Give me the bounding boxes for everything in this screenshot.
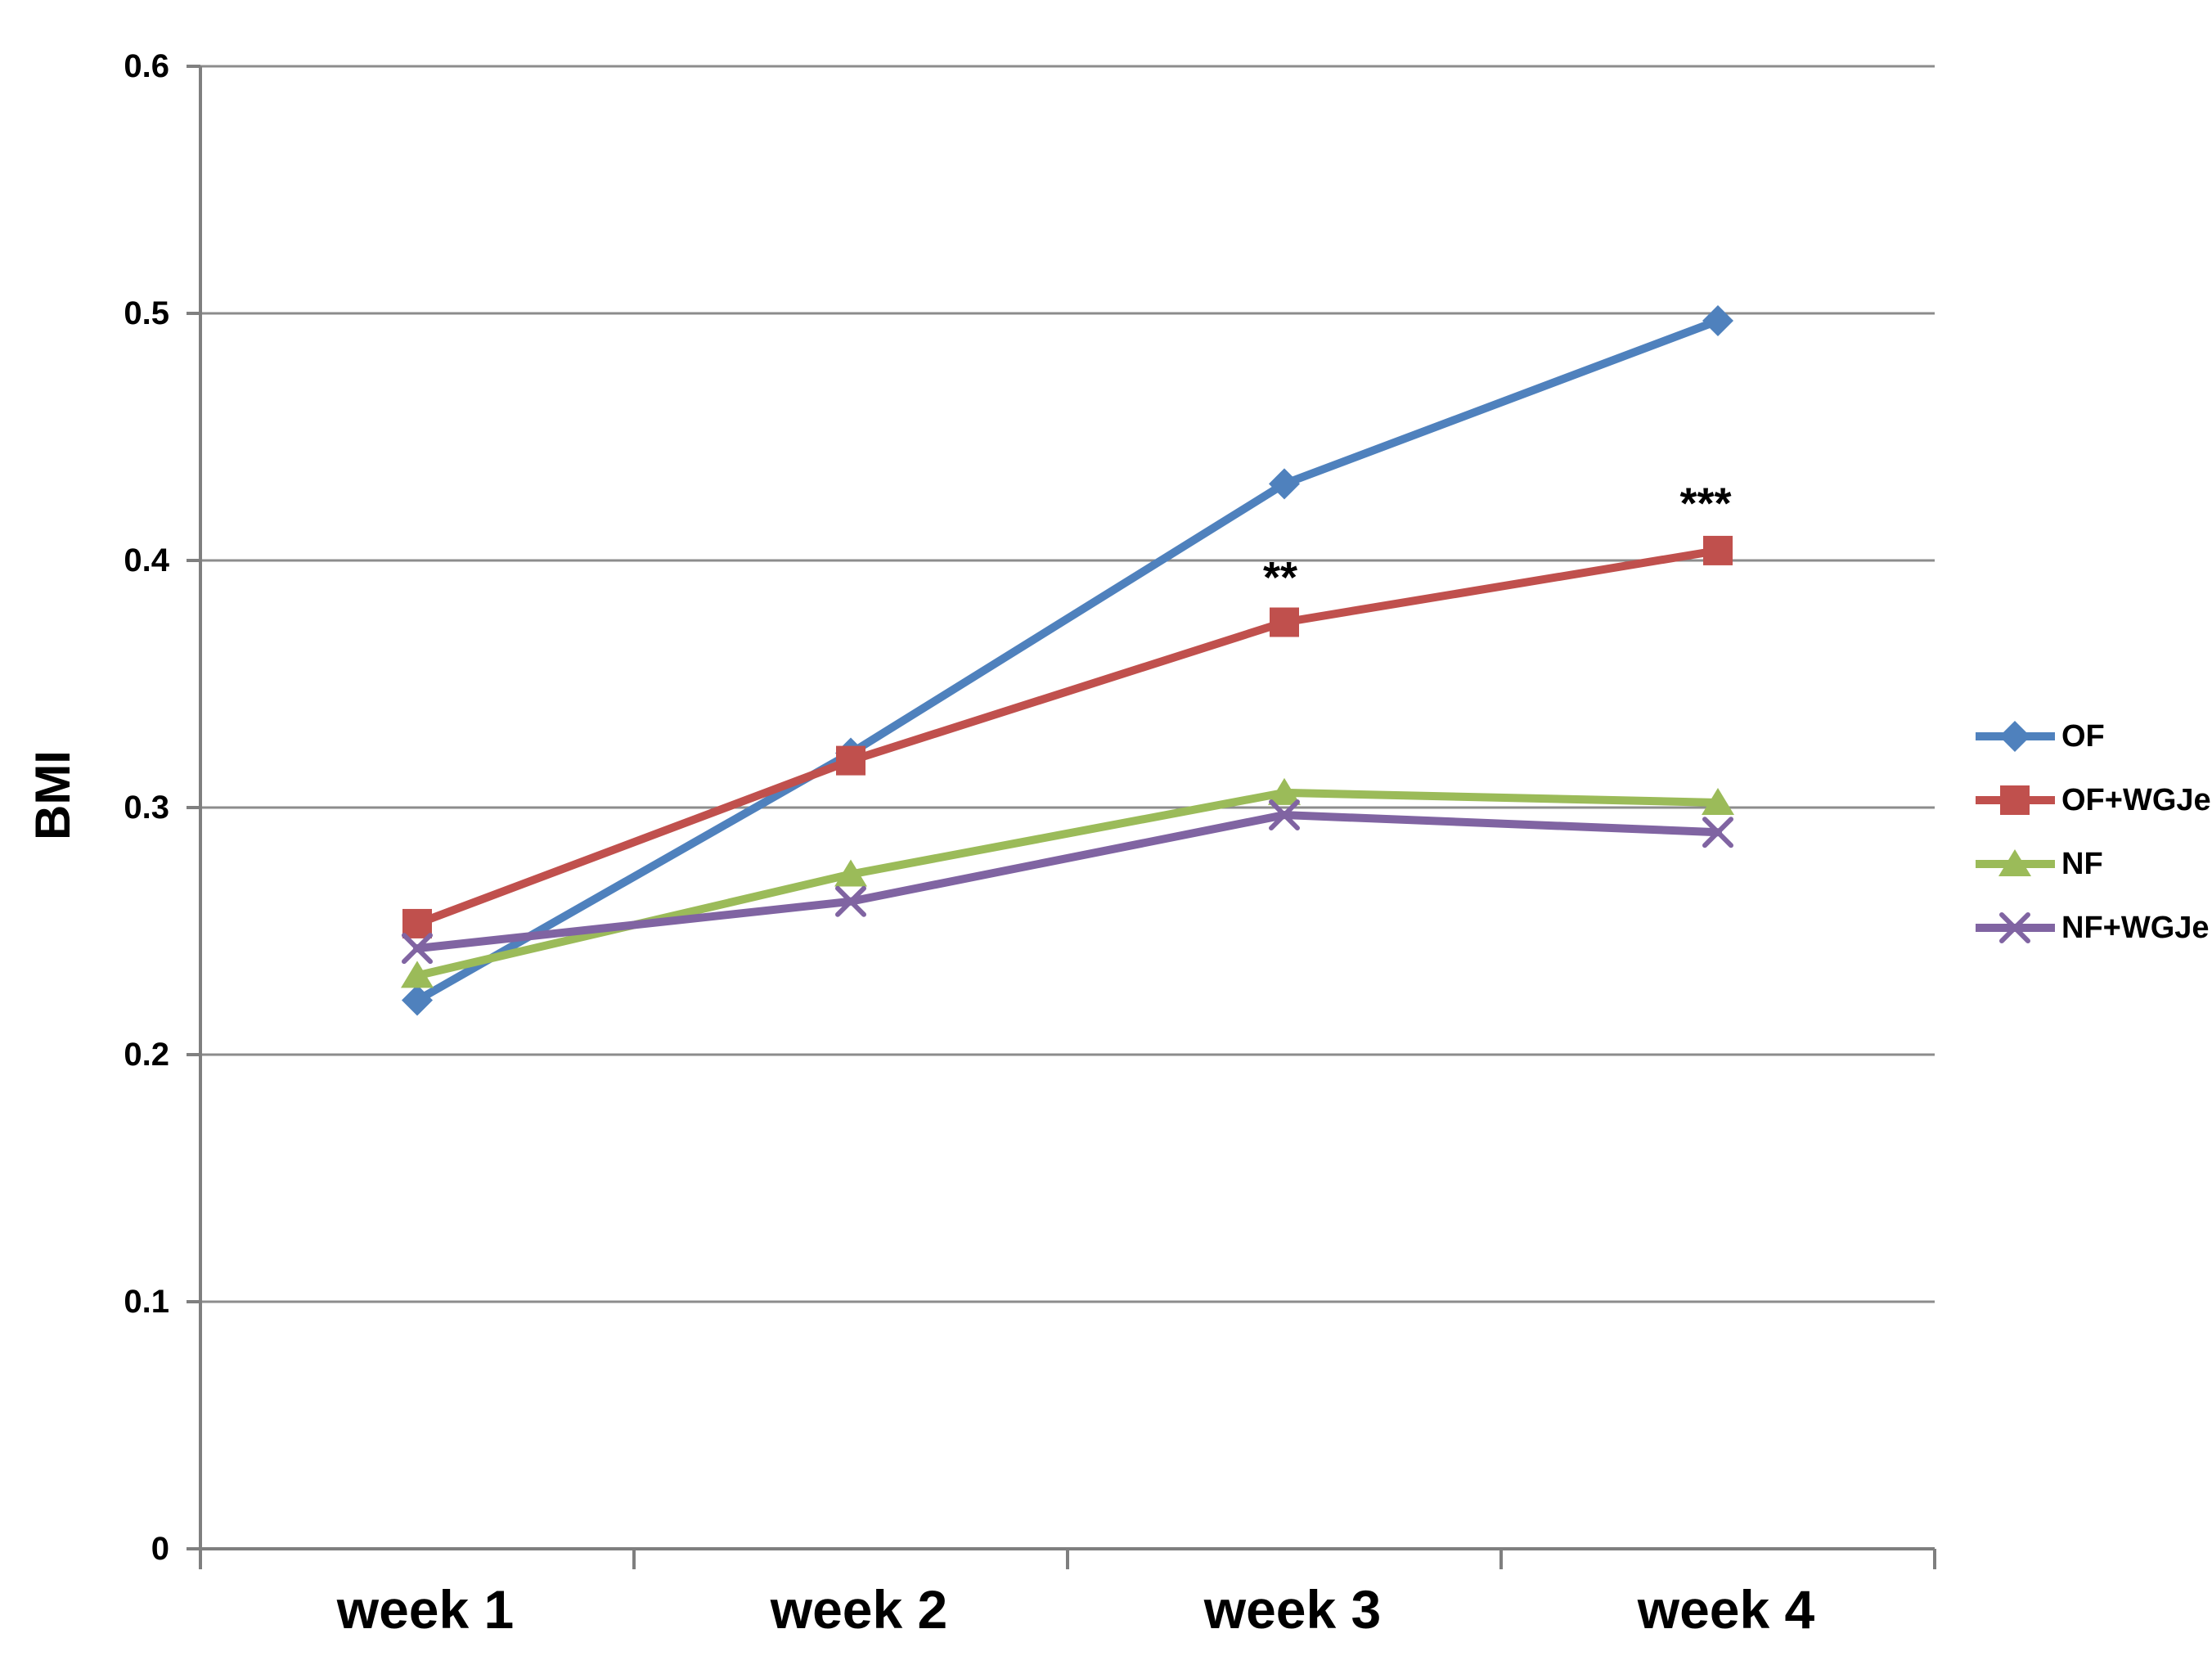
- triangle-marker-icon: [1268, 777, 1301, 805]
- legend-label: OF+WGJe: [2061, 783, 2211, 817]
- series-line: [413, 811, 1722, 953]
- y-tick-label: 0.1: [124, 1284, 169, 1320]
- y-tick-label: 0.2: [124, 1037, 169, 1073]
- diamond-marker-icon: [1269, 468, 1300, 500]
- legend-item-NF+WGJe: NF+WGJe: [1976, 911, 2210, 945]
- significance-annotation: **: [1263, 553, 1297, 602]
- x-marker-icon: [1702, 817, 1733, 848]
- series-OF+WGJe: [402, 535, 1733, 938]
- x-tick-label: week 2: [770, 1579, 948, 1640]
- legend-label: NF: [2061, 847, 2103, 881]
- diamond-marker-icon: [1702, 305, 1733, 337]
- x-marker-icon: [1999, 912, 2030, 943]
- x-tick-label: week 4: [1637, 1579, 1815, 1640]
- legend-item-OF: OF: [1976, 719, 2105, 754]
- legend: OF OF+WGJe NF NF+WGJe: [1976, 719, 2211, 945]
- y-tick-label: 0.3: [124, 790, 169, 826]
- y-axis-title: BMI: [25, 750, 80, 840]
- square-marker-icon: [2000, 785, 2030, 815]
- legend-item-NF: NF: [1976, 847, 2103, 881]
- diamond-marker-icon: [1999, 721, 2030, 752]
- legend-label: OF: [2061, 719, 2105, 754]
- y-tick-label: 0.5: [124, 295, 169, 331]
- series-line: [413, 317, 1722, 1005]
- legend-label: NF+WGJe: [2061, 911, 2210, 945]
- square-marker-icon: [402, 908, 432, 938]
- square-marker-icon: [1703, 535, 1733, 565]
- diamond-marker-icon: [402, 984, 433, 1016]
- x-marker-icon: [402, 933, 433, 965]
- triangle-marker-icon: [1998, 849, 2031, 876]
- x-tick-label: week 1: [336, 1579, 515, 1640]
- triangle-marker-icon: [1702, 787, 1734, 815]
- significance-annotation: ***: [1679, 479, 1731, 529]
- y-tick-label: 0.6: [124, 48, 169, 84]
- series-line: [413, 546, 1722, 928]
- series-NF+WGJe: [402, 799, 1733, 965]
- x-marker-icon: [835, 885, 866, 917]
- square-marker-icon: [1270, 607, 1299, 637]
- triangle-marker-icon: [834, 859, 867, 887]
- square-marker-icon: [836, 745, 865, 776]
- legend-item-OF+WGJe: OF+WGJe: [1976, 783, 2211, 817]
- y-tick-label: 0.4: [124, 542, 169, 578]
- triangle-marker-icon: [401, 961, 434, 988]
- x-marker-icon: [1269, 799, 1300, 831]
- x-tick-label: week 3: [1203, 1579, 1382, 1640]
- y-tick-label: 0: [151, 1531, 169, 1567]
